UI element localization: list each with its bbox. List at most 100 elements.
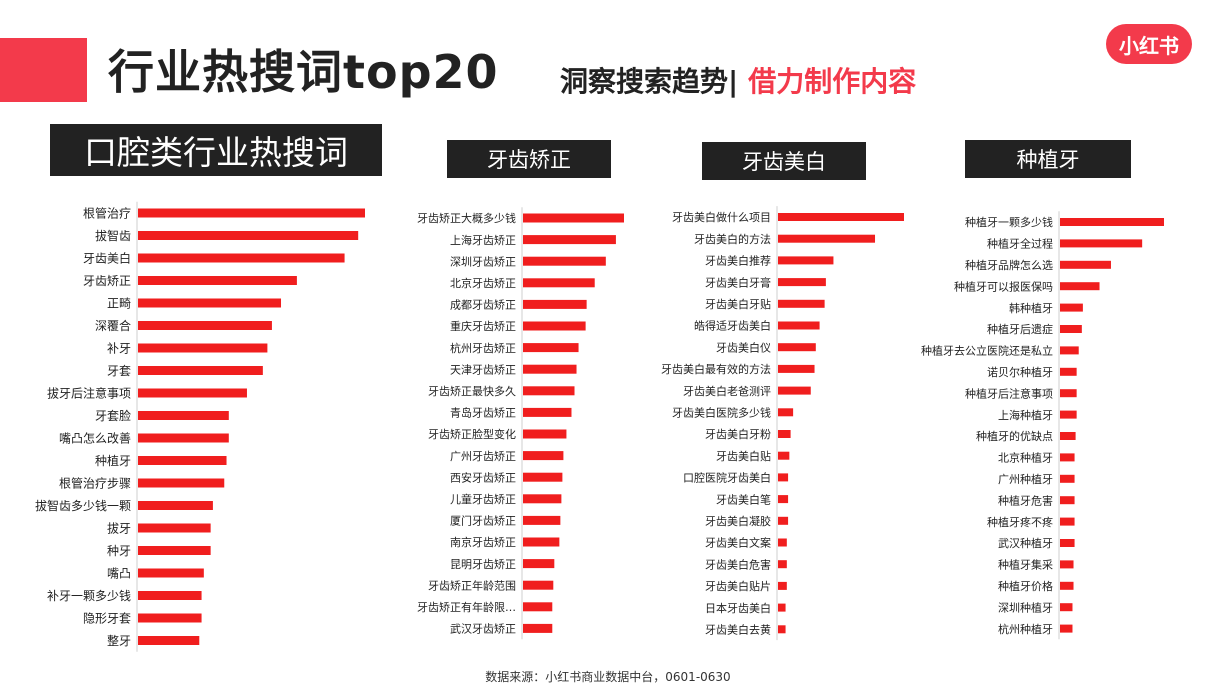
chart-title-whitening: 牙齿美白 [702,142,866,180]
category-label-orthodontics: 武汉牙齿矫正 [450,623,516,636]
bar-oral [138,501,213,510]
category-label-whitening: 牙齿美白医院多少钱 [672,405,771,419]
bar-orthodontics [523,472,563,482]
bar-implant [1060,260,1111,269]
bar-oral [138,388,247,398]
category-label-whitening: 口腔医院牙齿美白 [683,471,771,485]
bar-implant [1060,239,1143,248]
category-label-oral: 隐形牙套 [83,612,131,626]
bar-orthodontics [523,602,553,612]
bar-oral [138,366,263,375]
bar-implant [1060,432,1076,440]
category-label-implant: 深圳种植牙 [998,600,1053,614]
category-label-whitening: 牙齿美白文案 [705,536,771,550]
bar-whitening [778,386,811,395]
category-label-oral: 牙齿美白 [83,251,131,266]
bar-implant [1060,496,1075,505]
category-label-orthodontics: 牙齿矫正最快多久 [428,384,516,398]
bar-whitening [778,581,787,590]
bar-oral [138,456,227,465]
bar-implant [1060,453,1075,462]
category-label-orthodontics: 西安牙齿矫正 [450,470,516,484]
bar-whitening [778,299,825,308]
bar-oral [138,411,229,420]
category-label-orthodontics: 广州牙齿矫正 [450,450,516,463]
bar-orthodontics [523,494,562,504]
category-label-oral: 牙套脸 [95,409,131,423]
category-label-orthodontics: 南京牙齿矫正 [450,535,516,549]
category-label-oral: 拔牙 [107,521,131,536]
bar-orthodontics [523,429,567,439]
category-label-implant: 种植牙全过程 [987,237,1053,251]
bar-whitening [778,495,789,504]
bar-oral [138,253,345,263]
bar-orthodontics [523,278,595,288]
category-label-whitening: 皓得适牙齿美白 [694,319,771,333]
bar-orthodontics [523,343,579,353]
category-label-oral: 种植牙 [95,453,131,468]
bar-whitening [778,321,820,330]
bar-implant [1060,517,1075,526]
category-label-implant: 武汉种植牙 [998,536,1053,550]
category-label-whitening: 牙齿美白牙贴 [705,297,771,311]
bar-oral [138,568,204,578]
chart-title-implant: 种植牙 [965,140,1131,178]
category-label-whitening: 牙齿美白牙膏 [705,275,771,289]
bar-whitening [778,213,904,221]
category-label-implant: 种植牙去公立医院还是私立 [921,344,1053,358]
bar-implant [1060,581,1074,590]
page-title: 行业热搜词top20 [108,45,499,99]
bar-oral [138,478,225,488]
category-label-whitening: 牙齿美白的方法 [694,232,771,246]
bar-implant [1060,410,1077,419]
category-label-oral: 种牙 [107,544,131,558]
bar-whitening [778,473,789,482]
category-label-orthodontics: 北京牙齿矫正 [450,276,516,290]
category-label-oral: 牙套 [107,364,131,378]
bar-orthodontics [523,515,561,525]
bar-whitening [778,538,787,547]
bar-oral [138,591,202,600]
bar-whitening [778,364,815,373]
category-label-orthodontics: 天津牙齿矫正 [450,363,516,376]
category-label-oral: 牙齿矫正 [83,273,131,288]
category-label-orthodontics: 儿童牙齿矫正 [450,492,516,506]
source-note: 数据来源：小红书商业数据中台，0601-0630 [485,670,731,684]
bar-whitening [778,408,794,417]
category-label-implant: 种植牙可以报医保吗 [954,279,1053,293]
category-label-implant: 种植牙疼不疼 [987,515,1053,529]
category-label-orthodontics: 牙齿矫正脸型变化 [428,427,516,441]
bar-orthodontics [523,537,560,547]
bar-implant [1060,367,1077,376]
category-label-oral: 拔智齿多少钱一颗 [35,498,131,513]
category-label-implant: 上海种植牙 [998,408,1053,422]
category-label-orthodontics: 深圳牙齿矫正 [450,255,516,268]
bar-whitening [778,430,791,438]
category-label-oral: 整牙 [107,633,131,648]
category-label-whitening: 牙齿美白推荐 [705,254,771,268]
category-label-orthodontics: 昆明牙齿矫正 [450,558,516,571]
category-label-orthodontics: 重庆牙齿矫正 [450,319,516,333]
category-label-orthodontics: 牙齿矫正年龄范围 [428,578,516,592]
bar-oral [138,321,272,330]
chart-title-oral: 口腔类行业热搜词 [50,124,382,176]
category-label-implant: 种植牙后遗症 [987,322,1053,336]
category-label-implant: 种植牙品牌怎么选 [965,258,1053,272]
category-label-oral: 根管治疗步骤 [59,476,131,491]
bar-whitening [778,234,876,243]
bar-oral [138,208,365,218]
category-label-whitening: 牙齿美白危害 [705,557,771,571]
category-label-implant: 韩种植牙 [1009,301,1053,315]
bar-orthodontics [523,321,586,331]
bar-whitening [778,278,826,287]
category-label-whitening: 牙齿美白老爸测评 [683,384,771,398]
bar-whitening [778,451,790,460]
bar-implant [1060,282,1100,291]
page-subtitle: 洞察搜索趋势| 借力制作内容 [560,62,916,102]
subtitle-insight: 洞察搜索趋势| [560,65,739,98]
xiaohongshu-logo: 小红书 [1106,24,1192,64]
accent-block [0,38,87,102]
category-label-oral: 正畸 [107,297,131,311]
category-label-oral: 嘴凸怎么改善 [59,431,131,446]
